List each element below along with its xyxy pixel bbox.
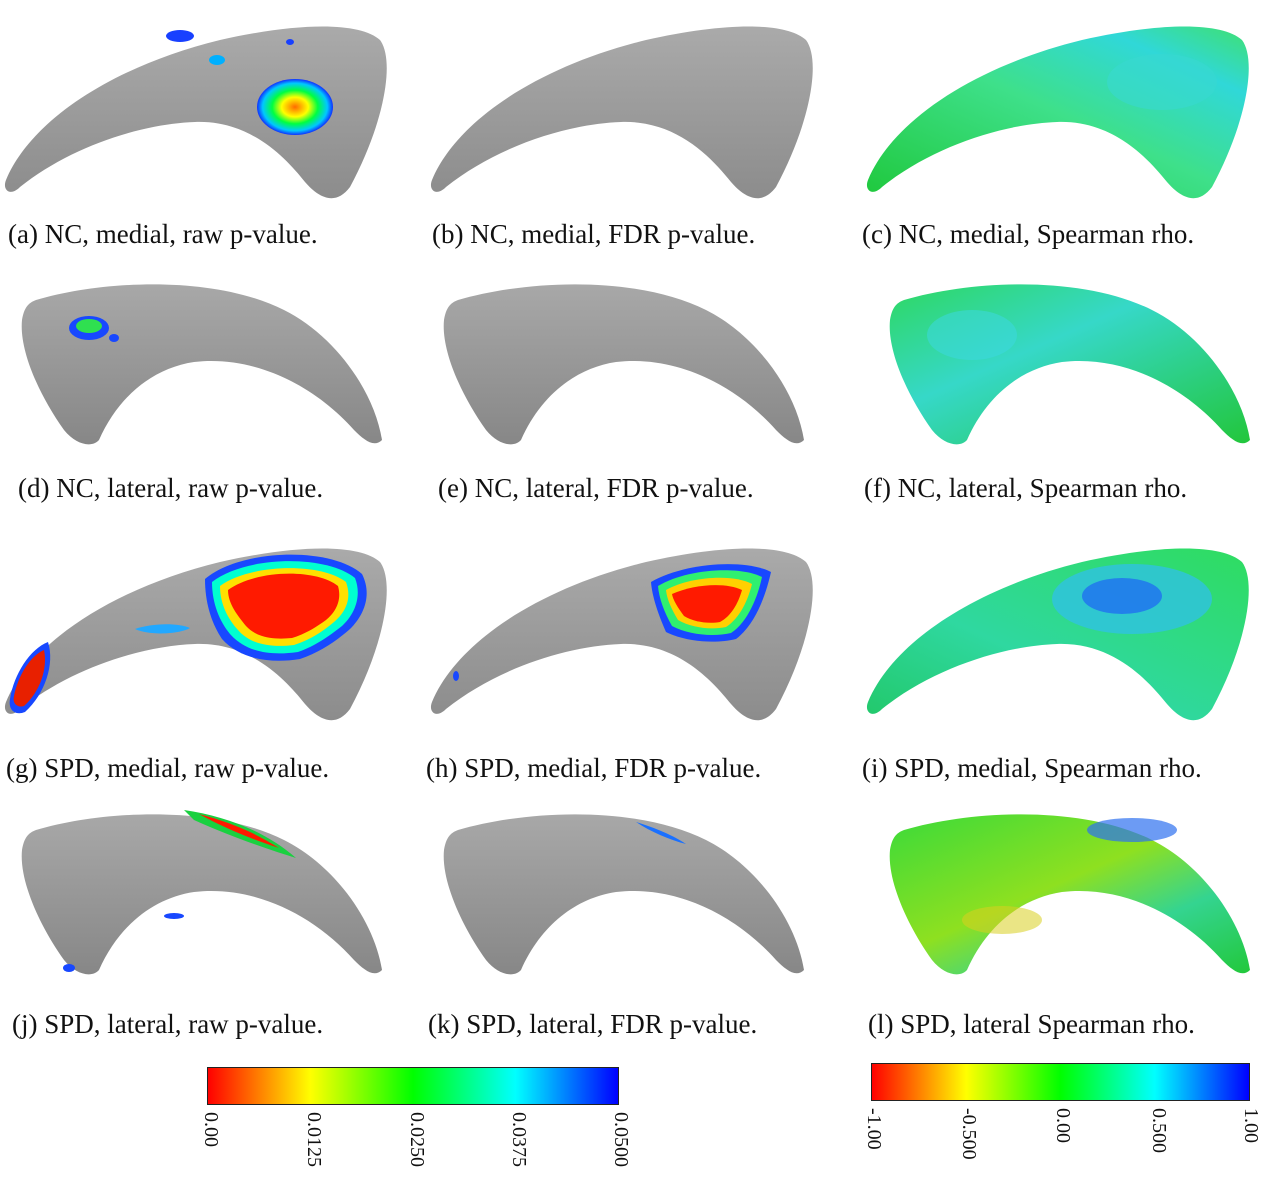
caption-k: (k) SPD, lateral, FDR p-value. [428, 1009, 758, 1039]
pvalue-tick-2: 0.0250 [406, 1112, 428, 1167]
caption-a: (a) NC, medial, raw p-value. [8, 219, 318, 249]
panel-f-surface [889, 284, 1250, 445]
colorbar-rho [871, 1063, 1250, 1101]
caption-h: (h) SPD, medial, FDR p-value. [426, 753, 762, 783]
caption-d: (d) NC, lateral, raw p-value. [18, 473, 324, 503]
pvalue-tick-1: 0.0125 [303, 1112, 325, 1167]
caption-c: (c) NC, medial, Spearman rho. [862, 219, 1195, 249]
rho-tick-1: -0.500 [958, 1108, 980, 1160]
rho-tick-4: 1.00 [1240, 1108, 1262, 1143]
panel-h-surface [430, 548, 813, 721]
caption-i: (i) SPD, medial, Spearman rho. [862, 753, 1202, 783]
pvalue-tick-4: 0.0500 [610, 1112, 632, 1167]
panel-g-surface [4, 548, 387, 721]
caption-j: (j) SPD, lateral, raw p-value. [12, 1009, 324, 1039]
panel-e-surface [443, 284, 804, 445]
caption-g: (g) SPD, medial, raw p-value. [6, 753, 330, 783]
pvalue-tick-3: 0.0375 [508, 1112, 530, 1167]
panel-c-surface [866, 26, 1249, 199]
caption-l: (l) SPD, lateral Spearman rho. [868, 1009, 1195, 1039]
caption-b: (b) NC, medial, FDR p-value. [432, 219, 756, 249]
panel-a-surface [4, 26, 387, 199]
caption-e: (e) NC, lateral, FDR p-value. [438, 473, 754, 503]
panel-i-surface [866, 548, 1249, 721]
rho-tick-2: 0.00 [1052, 1108, 1074, 1143]
panel-k-surface [443, 814, 804, 975]
caption-f: (f) NC, lateral, Spearman rho. [864, 473, 1188, 503]
panel-j-surface [21, 810, 383, 975]
rho-tick-0: -1.00 [863, 1108, 885, 1150]
colorbar-pvalue [207, 1067, 619, 1105]
rho-tick-3: 0.500 [1148, 1108, 1170, 1153]
panel-l-surface [889, 814, 1250, 975]
panel-b-surface [430, 26, 813, 199]
panel-d-surface [21, 284, 383, 445]
pvalue-tick-0: 0.00 [200, 1112, 222, 1147]
